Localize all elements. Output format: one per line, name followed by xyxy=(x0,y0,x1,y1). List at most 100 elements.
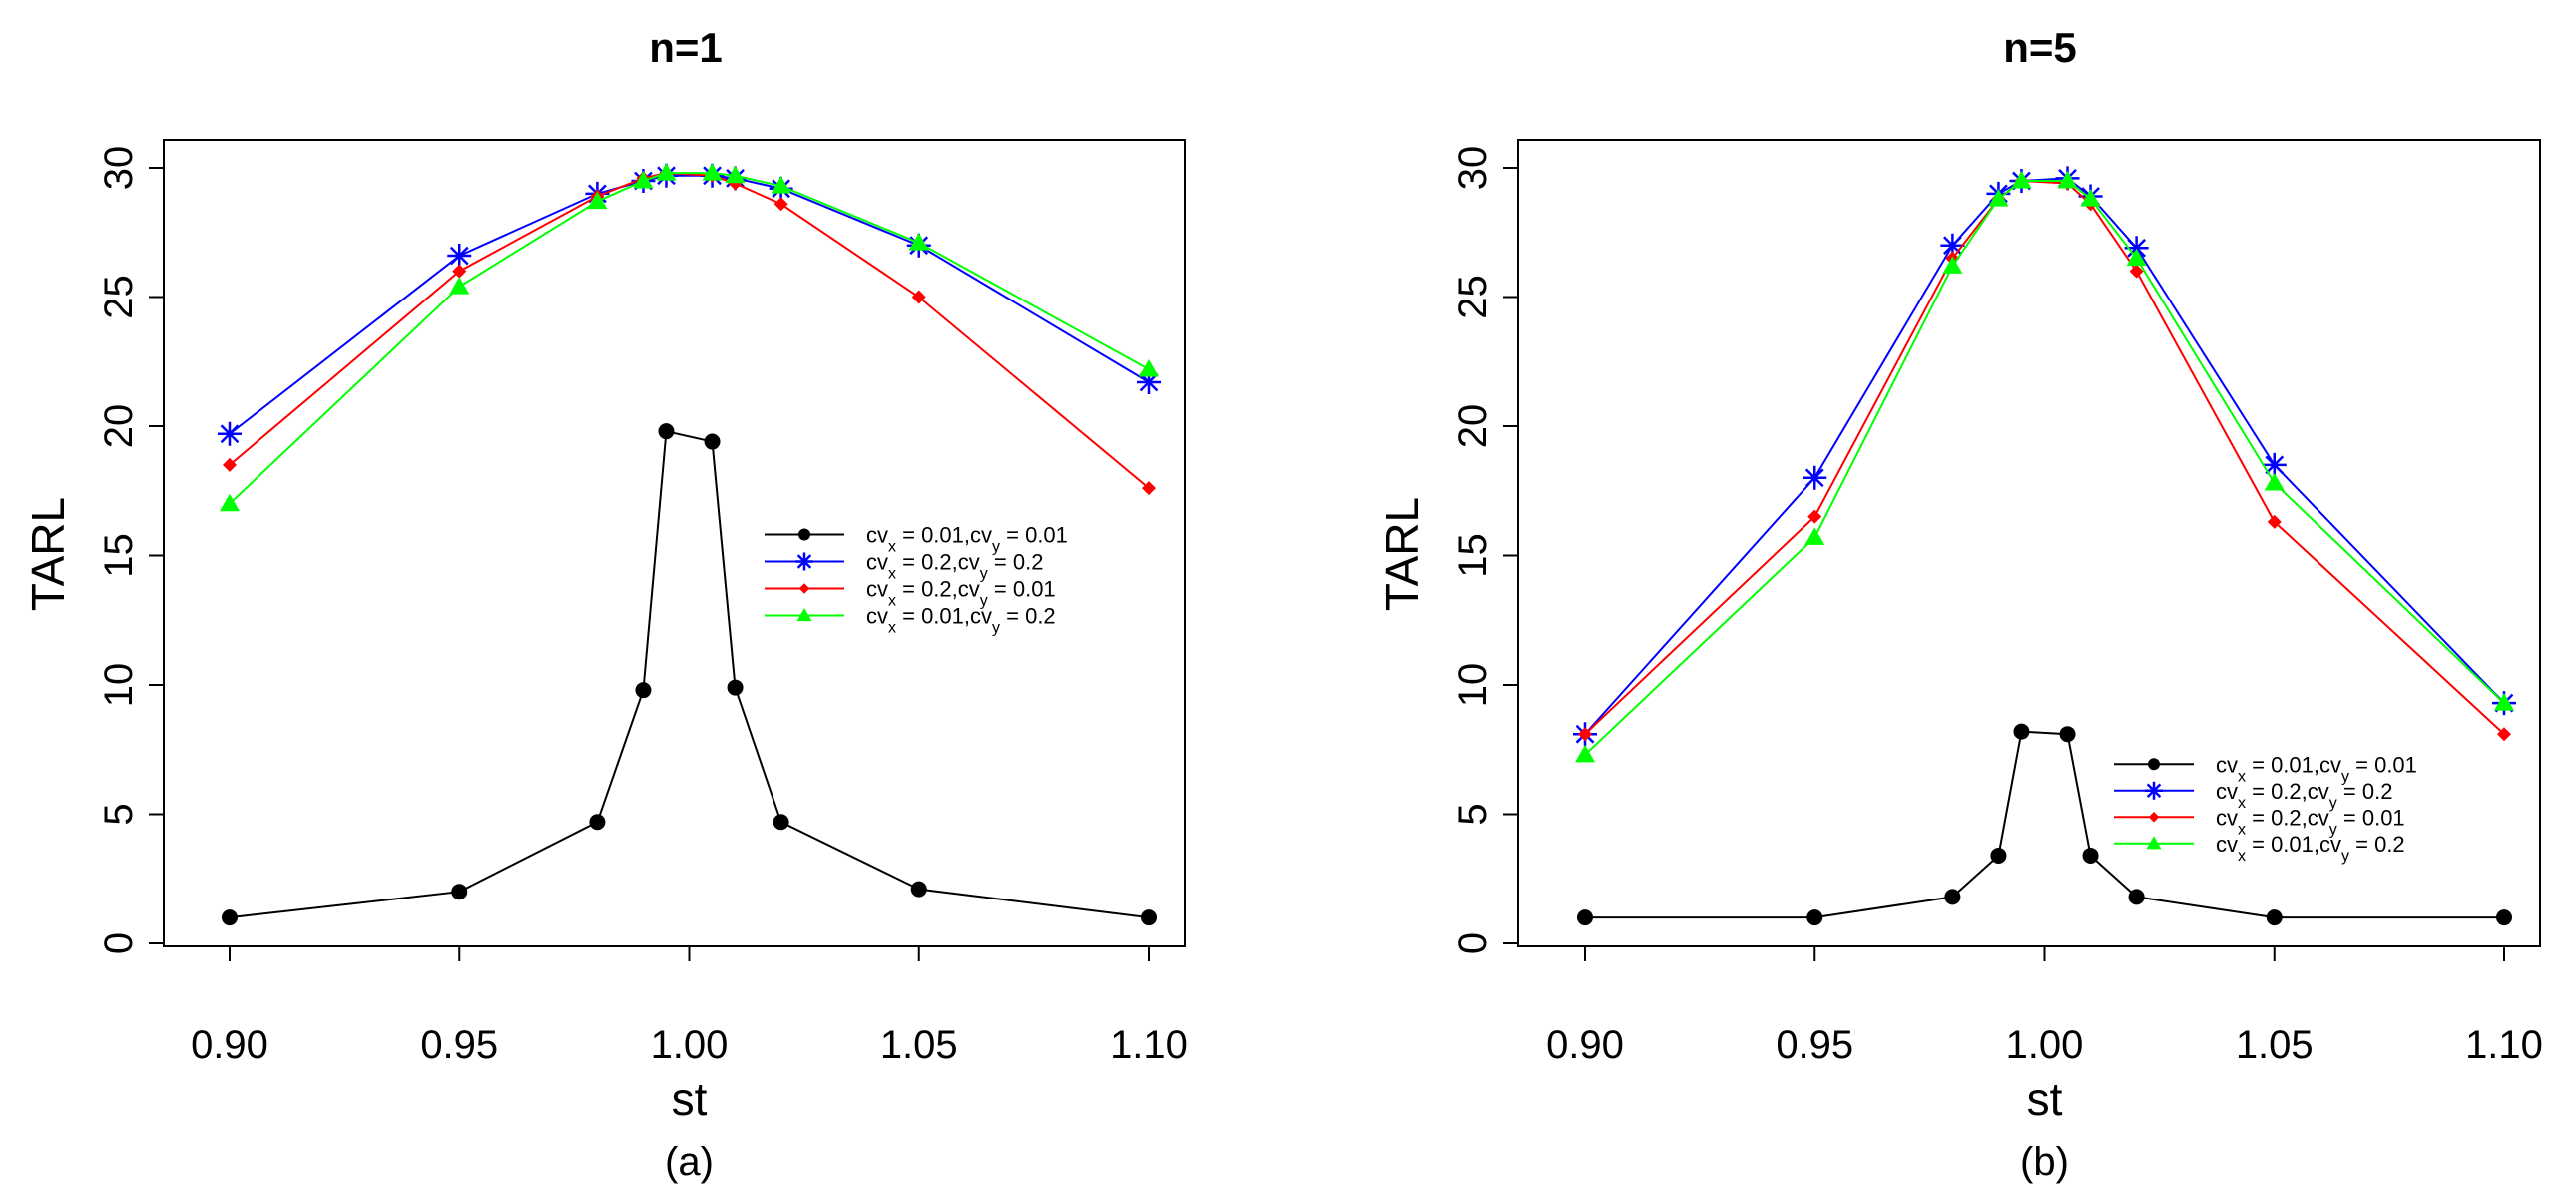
legend-label-part: = 0.2,cv xyxy=(896,550,980,575)
series-line xyxy=(229,429,1150,919)
data-point xyxy=(727,679,744,696)
legend-subscript: y xyxy=(980,592,988,609)
legend-label-main: cv xyxy=(866,523,888,548)
data-point xyxy=(1988,189,2009,207)
legend-subscript: y xyxy=(992,538,1000,555)
data-point xyxy=(1577,909,1593,926)
x-tick-label: 0.95 xyxy=(420,1023,498,1067)
legend-label-part: = 0.2,cv xyxy=(2246,805,2329,830)
series-line xyxy=(1584,179,2505,756)
legend-subscript: x xyxy=(888,592,896,609)
data-point xyxy=(2059,726,2076,743)
data-point xyxy=(2262,452,2287,477)
data-point xyxy=(1578,727,1592,742)
legend-item: cvx = 0.01,cvy = 0.2 xyxy=(2114,832,2405,865)
series-line xyxy=(229,172,1150,489)
y-tick-label: 25 xyxy=(1451,275,1495,319)
data-point xyxy=(2267,514,2282,529)
data-point xyxy=(633,170,654,189)
series-1 xyxy=(218,163,1161,446)
data-point xyxy=(704,433,721,450)
data-point xyxy=(2264,472,2285,491)
legend-label: cvx = 0.2,cvy = 0.2 xyxy=(866,550,1043,583)
legend-label-part: = 0.01 xyxy=(988,577,1056,602)
data-point xyxy=(218,421,242,446)
data-point xyxy=(447,244,472,269)
y-tick-label: 20 xyxy=(1451,404,1495,449)
data-point xyxy=(220,493,240,512)
y-axis-label: TARL xyxy=(1376,497,1428,611)
legend-label-main: cv xyxy=(866,577,888,602)
legend-subscript: y xyxy=(2329,821,2337,838)
legend-label-main: cv xyxy=(866,550,888,575)
y-tick-label: 15 xyxy=(97,533,141,578)
legend-label: cvx = 0.2,cvy = 0.01 xyxy=(2216,805,2405,838)
data-point xyxy=(2080,189,2101,207)
y-tick-label: 30 xyxy=(1451,146,1495,191)
legend-label-main: cv xyxy=(2216,805,2238,830)
legend-label-part: = 0.01,cv xyxy=(896,604,992,629)
data-point xyxy=(1139,359,1159,377)
data-point xyxy=(2496,909,2512,926)
data-point xyxy=(1137,369,1161,394)
legend-label-part: = 0.2 xyxy=(2349,832,2405,857)
data-point xyxy=(908,233,929,251)
legend-label-part: = 0.01 xyxy=(1000,523,1068,548)
legend-subscript: y xyxy=(2341,768,2349,785)
legend-item: cvx = 0.2,cvy = 0.01 xyxy=(765,577,1056,609)
series-3 xyxy=(220,163,1159,512)
legend-subscript: x xyxy=(2238,847,2246,864)
data-point xyxy=(2129,264,2144,279)
data-point xyxy=(771,176,791,194)
legend-label-part: = 0.01 xyxy=(2349,752,2417,777)
y-tick-label: 10 xyxy=(1451,663,1495,708)
x-tick-label: 0.90 xyxy=(191,1023,268,1067)
data-point xyxy=(2128,889,2145,905)
y-tick-label: 20 xyxy=(97,404,141,449)
legend-item: cvx = 0.01,cvy = 0.01 xyxy=(765,523,1068,556)
series-line xyxy=(1584,179,2505,735)
legend-label: cvx = 0.01,cvy = 0.2 xyxy=(2216,832,2405,865)
legend-label: cvx = 0.01,cvy = 0.01 xyxy=(866,523,1068,556)
x-tick-label: 1.00 xyxy=(651,1023,729,1067)
data-point xyxy=(635,682,652,699)
legend-item: cvx = 0.01,cvy = 0.2 xyxy=(765,604,1056,637)
legend-marker xyxy=(2148,812,2160,823)
data-point xyxy=(2266,909,2283,926)
series-3 xyxy=(1575,170,2514,763)
legend-label-part: = 0.01,cv xyxy=(896,523,992,548)
data-point xyxy=(911,290,926,304)
y-tick-label: 30 xyxy=(97,146,141,191)
panel-caption: (a) xyxy=(665,1140,714,1184)
data-point xyxy=(2497,727,2511,742)
data-point xyxy=(702,163,723,181)
series-line xyxy=(1584,177,2505,735)
legend-subscript: x xyxy=(2238,794,2246,811)
data-point xyxy=(1803,465,1827,490)
legend-marker xyxy=(798,583,810,594)
y-tick-label: 10 xyxy=(97,663,141,708)
data-point xyxy=(1141,909,1157,926)
y-tick-label: 0 xyxy=(97,932,141,954)
data-point xyxy=(1942,256,1963,274)
data-point xyxy=(1575,744,1595,763)
chart-title: n=5 xyxy=(2003,24,2077,71)
legend-subscript: y xyxy=(2329,794,2337,811)
legend-marker xyxy=(2148,758,2160,771)
legend-marker xyxy=(2145,781,2163,800)
legend-label-main: cv xyxy=(866,604,888,629)
legend-subscript: y xyxy=(2341,847,2349,864)
legend-item: cvx = 0.2,cvy = 0.2 xyxy=(2114,779,2392,811)
y-tick-label: 5 xyxy=(97,803,141,825)
series-0 xyxy=(1577,723,2512,926)
y-tick-label: 5 xyxy=(1451,803,1495,825)
x-tick-label: 1.05 xyxy=(880,1023,958,1067)
legend-label-main: cv xyxy=(2216,752,2238,777)
legend-label: cvx = 0.01,cvy = 0.2 xyxy=(866,604,1056,637)
data-point xyxy=(2494,693,2514,711)
legend-item: cvx = 0.2,cvy = 0.01 xyxy=(2114,805,2405,838)
panel-caption: (b) xyxy=(2020,1140,2069,1184)
panel-a: n=1 0.90 0.95 1.00 1.05 1.10 0 5 10 15 20 25 30 st TAR… xyxy=(22,24,1188,1184)
data-point xyxy=(222,909,238,926)
legend-label-part: = 0.01,cv xyxy=(2246,752,2341,777)
